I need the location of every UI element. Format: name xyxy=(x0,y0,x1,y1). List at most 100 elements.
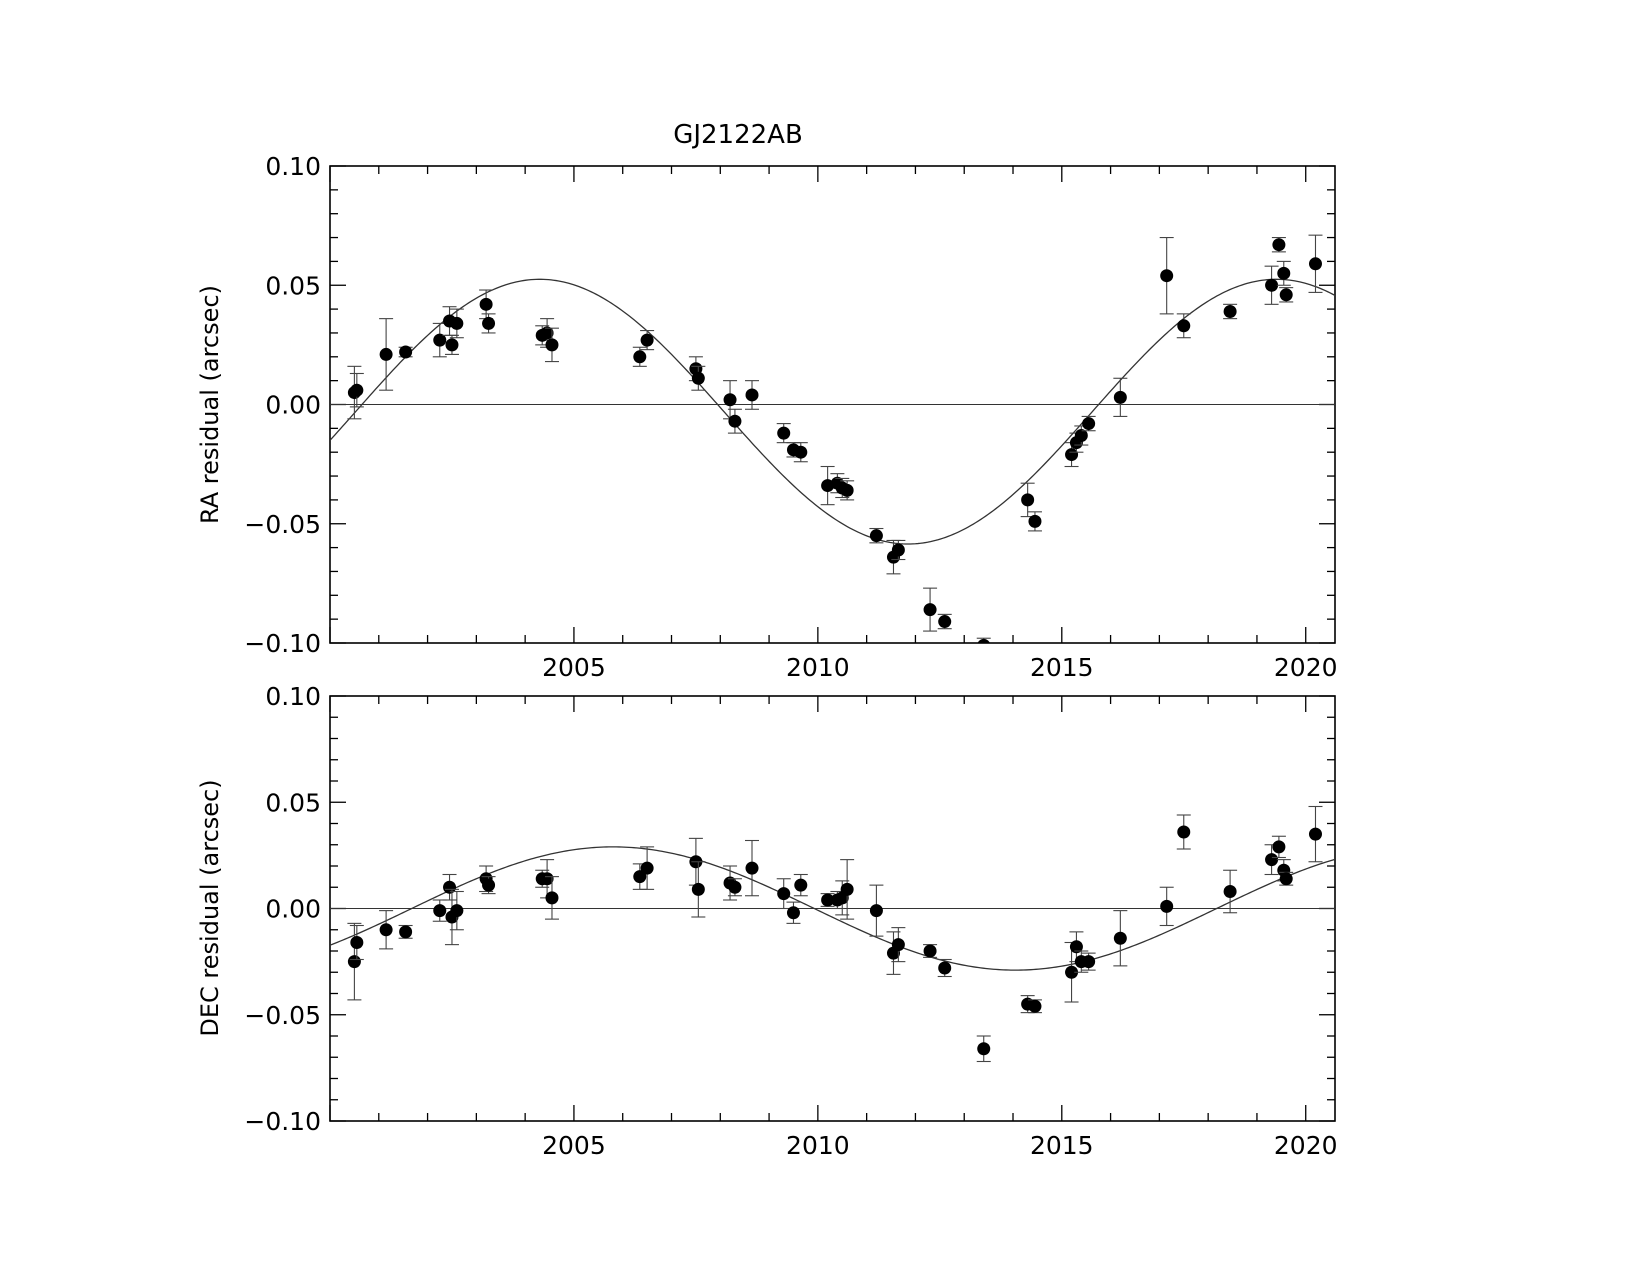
dec-y-tick-label: −0.05 xyxy=(244,1001,321,1030)
dec-data-point xyxy=(1160,899,1174,913)
dec-data-point xyxy=(347,955,361,969)
dec-x-tick-label: 2015 xyxy=(1030,1131,1094,1160)
ra-data-point xyxy=(450,316,464,330)
ra-data-point xyxy=(545,338,559,352)
dec-data-point xyxy=(794,878,808,892)
ra-data-point xyxy=(540,326,554,340)
chart-title: GJ2122AB xyxy=(673,120,803,150)
ra-data-point xyxy=(633,350,647,364)
ra-data-point xyxy=(640,333,654,347)
ra-data-point xyxy=(840,483,854,497)
ra-residual-panel: RA residual (arcsec) 2005 2010 2015 2020 0.1… xyxy=(196,152,1338,682)
dec-data-point xyxy=(640,861,654,875)
ra-data-point xyxy=(1021,493,1035,507)
dec-residual-panel: DEC residual (arcsec) 2005 2010 2015 2020 0.… xyxy=(196,682,1338,1160)
ra-y-tick-label: −0.10 xyxy=(244,629,321,658)
dec-data-point xyxy=(891,938,905,952)
ra-data-point xyxy=(399,345,413,359)
dec-y-tick-label: 0.05 xyxy=(265,788,321,817)
ra-data-point xyxy=(745,388,759,402)
dec-y-tick-label: 0.10 xyxy=(265,682,321,711)
dec-y-axis-label: DEC residual (arcsec) xyxy=(196,779,224,1036)
ra-x-tick-label: 2010 xyxy=(786,653,850,682)
ra-y-tick-label: 0.10 xyxy=(265,152,321,181)
dec-data-point xyxy=(938,961,952,975)
ra-y-tick-label: −0.05 xyxy=(244,510,321,539)
ra-data-point xyxy=(433,333,447,347)
dec-x-tick-label: 2005 xyxy=(542,1131,606,1160)
ra-data-point xyxy=(350,383,364,397)
ra-data-point xyxy=(1277,266,1291,280)
ra-data-point xyxy=(1082,417,1096,431)
dec-data-point xyxy=(540,872,554,886)
dec-data-point xyxy=(399,925,413,939)
dec-data-point xyxy=(728,880,742,894)
dec-data-point xyxy=(1265,853,1279,867)
dec-data-point xyxy=(923,944,937,958)
dec-data-point xyxy=(633,870,647,884)
ra-data-point xyxy=(794,445,808,459)
ra-data-point xyxy=(1265,278,1279,292)
dec-data-point xyxy=(1113,931,1127,945)
ra-data-point xyxy=(869,529,883,543)
dec-data-point xyxy=(691,882,705,896)
ra-data-point xyxy=(1223,304,1237,318)
dec-data-point xyxy=(777,887,791,901)
dec-data-point xyxy=(840,882,854,896)
ra-data-point xyxy=(1308,257,1322,271)
ra-data-point xyxy=(1160,269,1174,283)
ra-data-point xyxy=(777,426,791,440)
dec-fit-curve xyxy=(330,846,1335,971)
ra-data-point xyxy=(723,393,737,407)
dec-data-point xyxy=(1177,825,1191,839)
dec-data-point xyxy=(1272,840,1286,854)
ra-data-point xyxy=(379,347,393,361)
ra-data-point xyxy=(821,479,835,493)
ra-data-point xyxy=(691,371,705,385)
ra-data-point xyxy=(479,297,493,311)
dec-y-tick-label: −0.10 xyxy=(244,1107,321,1136)
dec-data-point xyxy=(786,906,800,920)
dec-x-tick-label: 2020 xyxy=(1274,1131,1338,1160)
ra-data-point xyxy=(1028,514,1042,528)
dec-data-point xyxy=(433,904,447,918)
ra-y-tick-label: 0.00 xyxy=(265,391,321,420)
ra-data-point xyxy=(1074,429,1088,443)
ra-x-tick-label: 2015 xyxy=(1030,653,1094,682)
dec-data-point xyxy=(482,878,496,892)
ra-data-point xyxy=(1113,390,1127,404)
ra-data-point xyxy=(923,603,937,617)
ra-data-point xyxy=(938,615,952,629)
dec-data-point xyxy=(1223,885,1237,898)
dec-data-point xyxy=(350,936,364,949)
dec-data-point xyxy=(1082,955,1096,969)
ra-x-tick-label: 2005 xyxy=(542,653,606,682)
ra-data-point xyxy=(891,543,905,557)
ra-data-point xyxy=(1279,288,1293,302)
dec-data-point xyxy=(443,880,457,894)
ra-fit-curve xyxy=(330,278,1335,545)
dec-data-point xyxy=(821,893,835,907)
dec-data-point xyxy=(977,1042,991,1056)
ra-data-point xyxy=(1272,238,1286,252)
ra-x-tick-label: 2020 xyxy=(1274,653,1338,682)
ra-data-point xyxy=(445,338,459,352)
dec-data-point xyxy=(545,891,559,905)
ra-data-point xyxy=(728,414,742,428)
dec-y-tick-label: 0.00 xyxy=(265,895,321,924)
dec-x-tick-label: 2010 xyxy=(786,1131,850,1160)
dec-data-point xyxy=(1308,827,1322,841)
dec-data-point xyxy=(450,904,464,918)
dec-data-point xyxy=(869,904,883,918)
ra-data-point xyxy=(1065,448,1079,462)
ra-data-point xyxy=(977,638,990,643)
ra-data-point xyxy=(1177,319,1191,333)
dec-data-point xyxy=(1279,872,1293,886)
dec-data-point xyxy=(1065,965,1079,979)
dec-data-point xyxy=(1028,999,1042,1013)
dec-data-point xyxy=(745,861,759,875)
ra-y-axis-label: RA residual (arcsec) xyxy=(196,285,224,524)
dec-data-point xyxy=(379,923,393,937)
